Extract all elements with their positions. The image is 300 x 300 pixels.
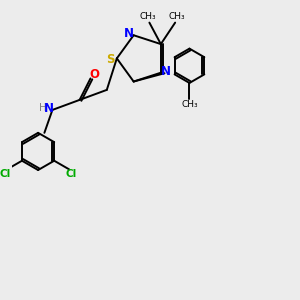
Text: N: N — [44, 102, 54, 115]
Text: CH₃: CH₃ — [181, 100, 198, 109]
Text: CH₃: CH₃ — [140, 12, 156, 21]
Text: N: N — [124, 27, 134, 40]
Text: Cl: Cl — [0, 169, 11, 179]
Text: S: S — [106, 53, 115, 66]
Text: O: O — [89, 68, 99, 82]
Text: N: N — [161, 65, 171, 78]
Text: Cl: Cl — [66, 169, 77, 179]
Text: H: H — [39, 103, 47, 113]
Text: CH₃: CH₃ — [168, 12, 185, 21]
